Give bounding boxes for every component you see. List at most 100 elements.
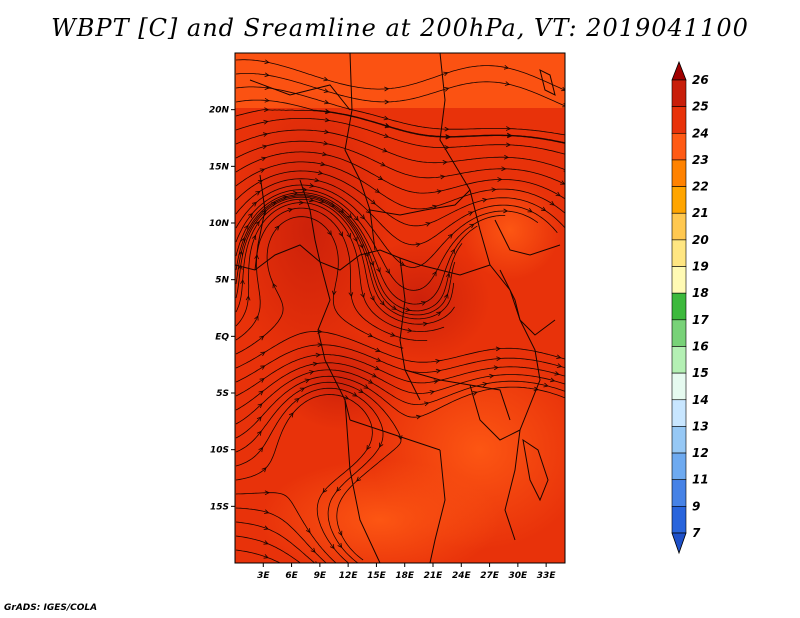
lat-tick-label: 15N (209, 162, 230, 172)
temperature-fill-23-ne (460, 180, 560, 280)
colorbar-label: 26 (692, 73, 709, 87)
colorbar-label: 13 (692, 419, 709, 433)
colorbar-top-arrow (671, 60, 687, 81)
colorbar-label: 11 (692, 473, 709, 487)
chart-title: WBPT [C] and Sreamline at 200hPa, VT: 20… (51, 14, 749, 42)
colorbar-label: 23 (692, 153, 709, 167)
lat-tick-label: EQ (215, 332, 229, 342)
streamline (235, 354, 565, 397)
streamline (235, 492, 337, 563)
lon-tick-label: 9E (314, 571, 327, 581)
streamline (235, 170, 565, 229)
colorbar-segment (671, 266, 687, 294)
colorbar-segment (671, 132, 687, 161)
lat-tick-label: 15S (210, 502, 229, 512)
colorbar-segment (671, 212, 687, 241)
colorbar-label: 24 (692, 126, 709, 140)
streamline (235, 86, 565, 136)
colorbar-label: 17 (692, 313, 709, 327)
latitude-axis: 20N 15N 10N 5N EQ 5S 10S 15S (209, 106, 235, 512)
streamline (235, 202, 445, 332)
streamline (235, 344, 565, 383)
colorbar-label: 22 (692, 180, 709, 194)
lon-tick-label: 33E (537, 571, 557, 581)
colorbar-segment (671, 319, 687, 347)
colorbar-segment (671, 372, 687, 401)
colorbar-bottom-arrow (671, 532, 687, 555)
lon-tick-label: 30E (509, 571, 529, 581)
map-plot-area (235, 53, 565, 563)
streamline (235, 194, 463, 312)
colorbar-segment (671, 292, 687, 321)
temperature-fill-25-center (350, 240, 490, 360)
streamline (235, 535, 302, 563)
colorbar-label: 9 (692, 499, 700, 513)
streamline (235, 216, 404, 355)
streamline (235, 362, 565, 411)
streamline (235, 59, 565, 91)
map-frame (234, 52, 566, 564)
lon-tick-label: 27E (480, 571, 500, 581)
lat-tick-label: 20N (209, 106, 230, 116)
lon-tick-label: 6E (285, 571, 298, 581)
colorbar-segment (671, 479, 687, 507)
colorbar-segment (671, 399, 687, 427)
colorbar-label: 15 (692, 366, 709, 380)
streamline-arrow (561, 86, 565, 92)
streamline (235, 195, 456, 316)
lon-tick-label: 18E (395, 571, 415, 581)
colorbar: 26 25 24 23 22 21 20 19 18 17 16 15 14 13 12 11 9 7 (671, 60, 709, 555)
streamline (235, 198, 455, 325)
colorbar-label: 25 (692, 100, 709, 114)
lon-tick-label: 3E (257, 571, 270, 581)
colorbar-label: 16 (692, 339, 709, 353)
colorbar-label: 18 (692, 286, 709, 300)
streamline (235, 109, 565, 144)
streamline (235, 369, 565, 425)
colorbar-label: 21 (692, 206, 709, 220)
streamline (235, 129, 565, 170)
streamlines (235, 59, 565, 563)
streamline (235, 387, 384, 563)
temperature-fill-23-south (260, 460, 500, 563)
streamline (235, 375, 565, 439)
lat-tick-label: 10S (210, 446, 229, 456)
streamline (235, 394, 373, 563)
lat-tick-label: 10N (209, 219, 230, 229)
grads-credit: GrADS: IGES/COLA (4, 603, 98, 613)
colorbar-segment (671, 346, 687, 374)
colorbar-segment (671, 186, 687, 214)
streamline (235, 140, 565, 185)
colorbar-segment (671, 239, 687, 267)
lat-tick-label: 5N (215, 276, 229, 286)
streamline (235, 507, 327, 563)
streamline (235, 184, 539, 268)
temperature-fill-25-sw (280, 330, 400, 430)
colorbar-segment (671, 159, 687, 187)
lon-tick-label: 15E (367, 571, 387, 581)
colorbar-label: 12 (692, 446, 709, 460)
streamline (235, 161, 565, 214)
streamline (235, 151, 565, 200)
colorbar-label: 7 (692, 526, 701, 540)
streamline (235, 73, 565, 107)
streamline (235, 207, 428, 341)
longitude-axis: 3E 6E 9E 12E 15E 18E 21E 24E 27E 30E 33E (257, 563, 556, 581)
streamline (235, 196, 455, 320)
streamline (235, 178, 558, 246)
lon-tick-label: 21E (424, 571, 444, 581)
streamline (235, 521, 316, 563)
lon-tick-label: 12E (339, 571, 359, 581)
streamline (235, 118, 565, 155)
colorbar-segment (671, 452, 687, 481)
colorbar-segment (671, 79, 687, 107)
colorbar-segment (671, 106, 687, 134)
country-borders (235, 53, 561, 563)
streamline (235, 192, 478, 305)
streamline (235, 381, 402, 561)
lat-tick-label: 5S (216, 389, 229, 399)
colorbar-segment (671, 426, 687, 454)
streamline (235, 99, 565, 144)
colorbar-label: 14 (692, 393, 709, 407)
